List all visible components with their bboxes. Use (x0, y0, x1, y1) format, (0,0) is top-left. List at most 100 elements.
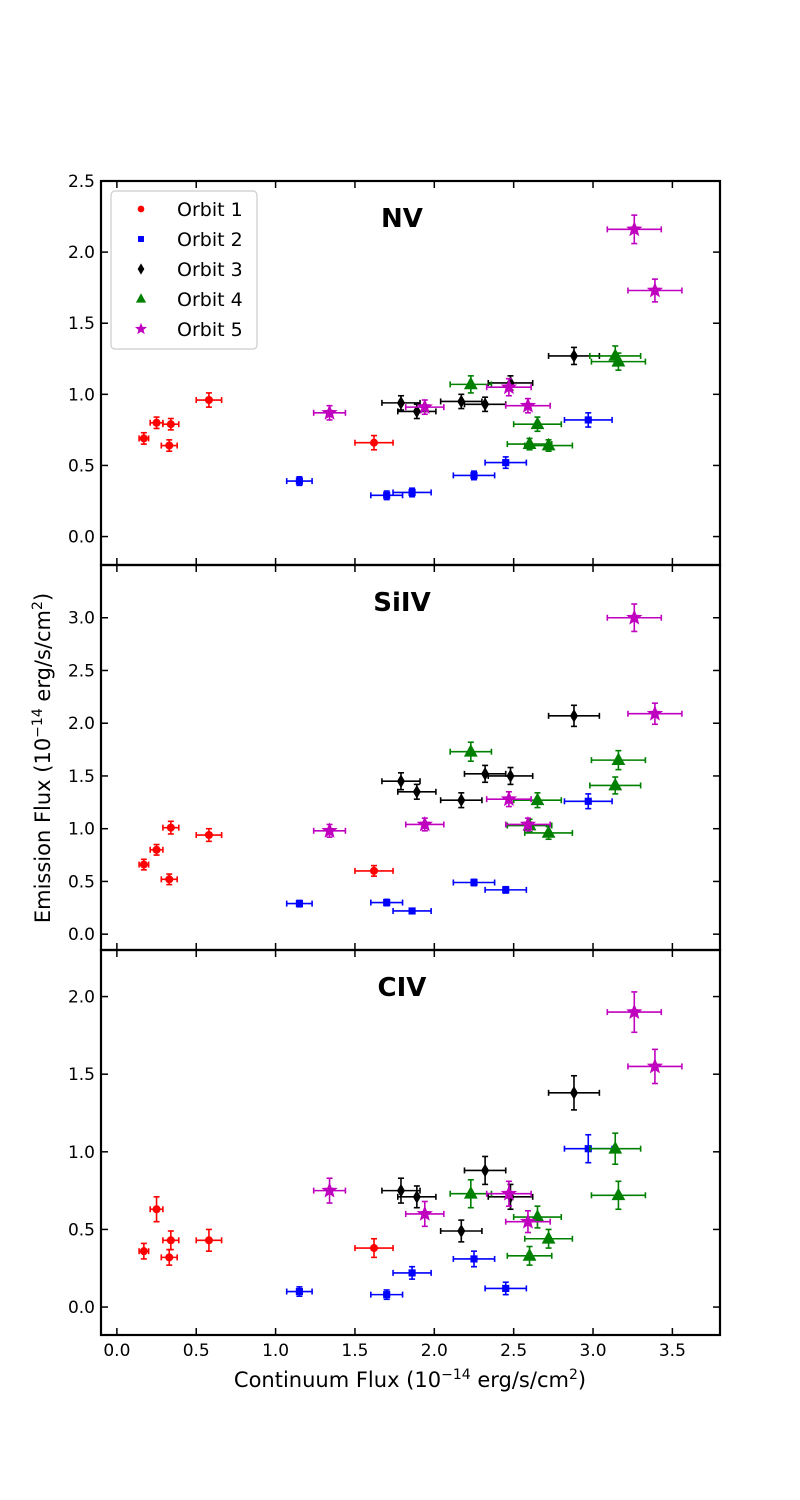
data-point (383, 1291, 391, 1299)
legend-label: Orbit 2 (177, 229, 243, 251)
data-point (408, 488, 416, 497)
x-tick-label: 1.0 (262, 1341, 289, 1361)
data-point (500, 790, 518, 807)
data-point (500, 378, 518, 395)
panel-title: SiIV (373, 588, 430, 618)
data-point (165, 1253, 174, 1262)
data-point (502, 886, 510, 894)
data-point (626, 609, 643, 625)
x-tick-label: 1.5 (341, 1341, 368, 1361)
data-point (321, 822, 338, 838)
y-tick-label: 0.0 (68, 1298, 95, 1318)
data-point (519, 815, 537, 832)
data-point (481, 397, 490, 412)
plot-frame (99, 563, 722, 952)
series-orbit-3 (381, 704, 601, 809)
series-orbit-3 (381, 1074, 601, 1243)
data-point (608, 1140, 623, 1154)
data-point (152, 418, 161, 427)
x-tick-label: 0.5 (183, 1341, 210, 1361)
data-point (321, 404, 338, 420)
data-point (412, 1190, 421, 1204)
data-point (541, 1231, 556, 1244)
series-orbit-2 (285, 1133, 613, 1301)
data-point (530, 792, 545, 806)
data-point (463, 1186, 478, 1199)
legend-entry: Orbit 5 (135, 319, 243, 341)
data-point (396, 1183, 406, 1198)
data-point (369, 866, 379, 875)
data-point (383, 491, 391, 499)
data-point (502, 459, 510, 467)
data-point (457, 1224, 466, 1238)
data-point (457, 793, 466, 808)
x-tick-labels: 0.0 0.5 1.0 1.5 2.0 2.5 3.0 3.5 (103, 1341, 686, 1361)
y-tick-label: 0.5 (68, 1220, 95, 1240)
data-point (506, 769, 515, 783)
series-orbit-5 (312, 214, 683, 421)
legend-entry: Orbit 4 (135, 289, 243, 311)
data-point (166, 1236, 175, 1245)
panel-title: CIV (378, 973, 427, 1003)
legend-box (110, 190, 258, 350)
data-point (470, 1255, 478, 1263)
legend-marker (137, 263, 145, 275)
data-point (204, 395, 213, 405)
y-tick-label: 2.5 (68, 172, 95, 192)
data-point (646, 281, 664, 298)
data-point (608, 777, 623, 791)
data-point (412, 404, 421, 419)
data-point (139, 860, 148, 869)
y-tick-label: 1.0 (68, 385, 95, 405)
data-point (530, 416, 545, 430)
panels: 0.0 0.5 1.0 1.5 2.0 2.5 NV 0.0 0.5 1.0 1.5 2.0 2.5 3.… (68, 172, 722, 1361)
data-point (519, 397, 537, 413)
data-point (626, 220, 643, 237)
legend-label: Orbit 3 (177, 259, 243, 281)
series-orbit-2 (285, 412, 613, 501)
x-axis-label: Continuum Flux (10−14 erg/s/cm2) (234, 1367, 586, 1392)
panel-civ: 0.0 0.5 1.0 1.5 2.0 CIV (68, 948, 722, 1337)
y-tick-label: 1.5 (68, 1065, 95, 1085)
data-point (408, 1269, 416, 1277)
series-orbit-3 (381, 346, 601, 420)
data-point (408, 907, 416, 915)
data-point (152, 1205, 161, 1214)
data-point (541, 825, 556, 838)
data-point (204, 1236, 213, 1245)
panel-title: NV (381, 204, 423, 234)
series-orbit-4 (449, 1132, 647, 1266)
data-point (611, 752, 626, 766)
data-point (463, 376, 478, 390)
legend-marker (137, 205, 145, 213)
data-point (139, 1247, 148, 1256)
legend-marker (138, 236, 144, 242)
series-orbit-5 (312, 603, 683, 838)
y-tick-label: 2.0 (68, 988, 95, 1008)
data-point (416, 1205, 433, 1221)
legend-label: Orbit 1 (177, 199, 243, 221)
data-point (166, 420, 175, 429)
data-point (646, 1057, 664, 1074)
y-tick-label: 1.5 (68, 314, 95, 334)
data-point (541, 437, 556, 451)
data-point (470, 878, 478, 887)
y-tick-label: 0.5 (68, 456, 95, 476)
data-point (295, 900, 303, 908)
data-point (295, 1287, 303, 1296)
legend-entry: Orbit 1 (137, 199, 243, 221)
series-orbit-1 (138, 820, 394, 886)
data-point (522, 1248, 537, 1261)
data-point (152, 845, 161, 854)
legend-entry: Orbit 3 (137, 259, 243, 281)
x-tick-label: 2.0 (421, 1341, 448, 1361)
data-point (166, 823, 175, 832)
data-point (500, 1185, 518, 1201)
data-point (569, 709, 579, 723)
x-tick-label: 2.5 (500, 1341, 527, 1361)
data-point (584, 1145, 592, 1153)
legend: Orbit 1 Orbit 2 Orbit 3 Orbit 4 Orbit 5 (110, 190, 258, 350)
plot-frame (99, 948, 722, 1337)
data-point (204, 830, 213, 840)
data-point (396, 774, 406, 789)
